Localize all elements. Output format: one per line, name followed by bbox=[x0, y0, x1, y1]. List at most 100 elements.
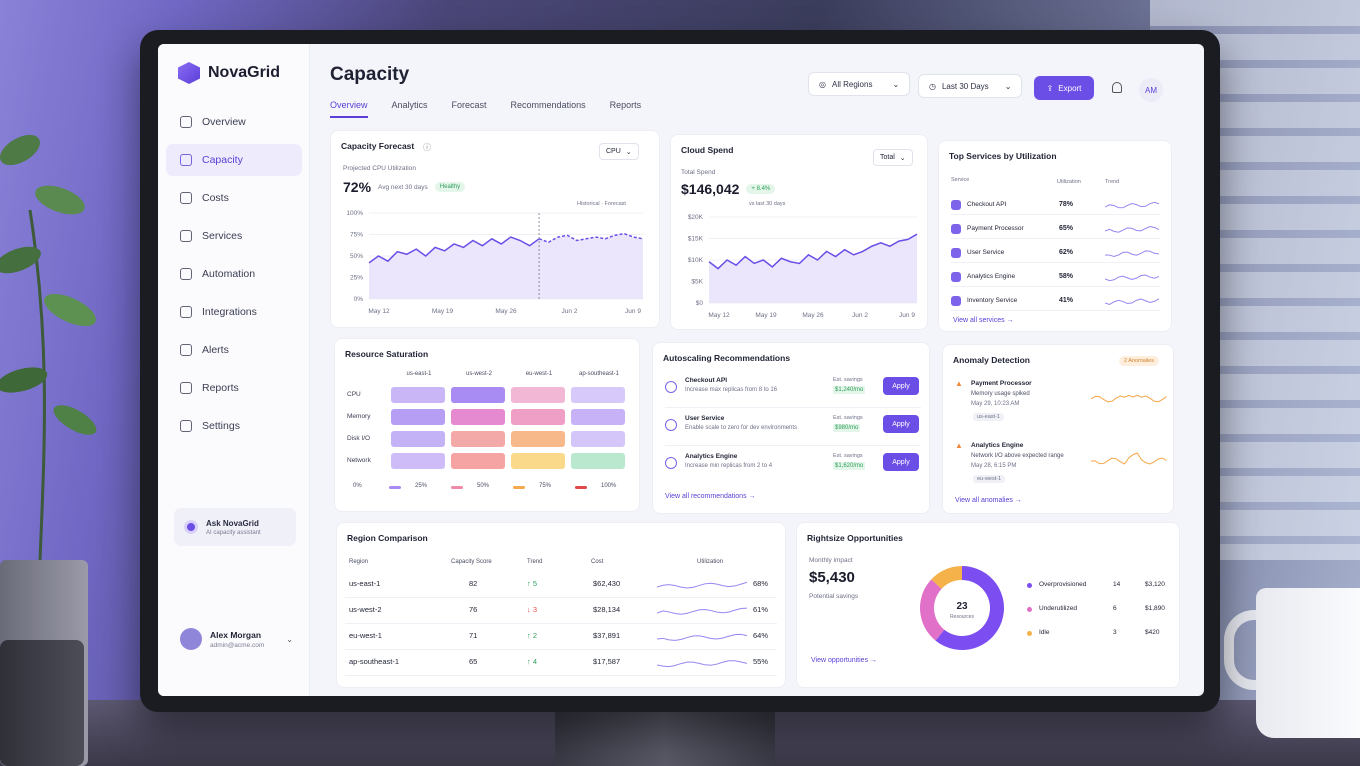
heatmap-cell[interactable] bbox=[391, 431, 445, 447]
warning-icon: ▲ bbox=[955, 441, 963, 450]
services-icon bbox=[180, 230, 192, 242]
metric-select[interactable]: CPU ⌄ bbox=[599, 143, 639, 160]
view-all-anomalies-link[interactable]: View all anomalies → bbox=[955, 497, 1022, 504]
divider bbox=[665, 445, 921, 446]
tab-recommendations[interactable]: Recommendations bbox=[510, 100, 586, 110]
notifications-icon[interactable] bbox=[1112, 82, 1122, 93]
apply-button[interactable]: Apply bbox=[883, 377, 919, 395]
sidebar-item-integrations[interactable]: Integrations bbox=[166, 296, 302, 328]
logo[interactable]: NovaGrid bbox=[178, 62, 280, 84]
sidebar-item-capacity[interactable]: Capacity bbox=[166, 144, 302, 176]
region-name: us-east-1 bbox=[349, 579, 381, 588]
user-menu[interactable]: Alex Morgan admin@acme.com ⌄ bbox=[180, 628, 293, 650]
app-screen: NovaGrid Overview Capacity Costs Services Au… bbox=[158, 44, 1204, 696]
apply-button[interactable]: Apply bbox=[883, 415, 919, 433]
sidebar-item-automation[interactable]: Automation bbox=[166, 258, 302, 290]
anomaly-desc: Memory usage spiked bbox=[971, 391, 1030, 397]
region-comparison-card: Region Comparison Region Capacity Score Tr… bbox=[336, 522, 786, 688]
heatmap-cell[interactable] bbox=[451, 453, 505, 469]
legend-label: 100% bbox=[601, 483, 617, 489]
heatmap-cell[interactable] bbox=[391, 387, 445, 403]
tab-forecast[interactable]: Forecast bbox=[451, 100, 487, 110]
heatmap-cell[interactable] bbox=[391, 409, 445, 425]
legend-label: 0% bbox=[353, 483, 362, 489]
heatmap-cell[interactable] bbox=[571, 409, 625, 425]
ask-novagrid-button[interactable]: Ask NovaGrid AI capacity assistant bbox=[174, 508, 296, 546]
tab-analytics[interactable]: Analytics bbox=[391, 100, 428, 110]
view-all-recommendations-link[interactable]: View all recommendations → bbox=[665, 493, 756, 500]
forecast-note: Avg next 30 days bbox=[378, 183, 428, 191]
region-select[interactable]: ◎ All Regions ⌄ bbox=[808, 72, 911, 96]
table-row[interactable]: User Service 62% bbox=[951, 243, 1161, 263]
sidebar-item-costs[interactable]: Costs bbox=[166, 182, 302, 214]
table-row[interactable]: eu-west-1 71 ↑ 2 $37,891 64% bbox=[345, 626, 777, 650]
sidebar-item-overview[interactable]: Overview bbox=[166, 106, 302, 138]
legend-label: 50% bbox=[477, 483, 490, 489]
header-avatar[interactable]: AM bbox=[1139, 78, 1163, 102]
heatmap-cell[interactable] bbox=[511, 409, 565, 425]
y-tick-label: $20K bbox=[688, 214, 704, 221]
table-row[interactable]: Inventory Service 41% bbox=[951, 291, 1161, 311]
heatmap-cell[interactable] bbox=[451, 409, 505, 425]
heatmap-cell[interactable] bbox=[391, 453, 445, 469]
column-header: Utilization bbox=[697, 559, 724, 565]
date-range-select[interactable]: ◷ Last 30 Days ⌄ bbox=[918, 74, 1023, 98]
sidebar-item-settings[interactable]: Settings bbox=[166, 410, 302, 442]
heatmap-cell[interactable] bbox=[571, 387, 625, 403]
y-tick-label: 100% bbox=[346, 210, 363, 217]
table-row[interactable]: Checkout API 78% bbox=[951, 195, 1161, 215]
heatmap-cell[interactable] bbox=[571, 453, 625, 469]
sidebar-item-reports[interactable]: Reports bbox=[166, 372, 302, 404]
area-fill bbox=[709, 234, 917, 303]
heatmap-cell[interactable] bbox=[511, 431, 565, 447]
view-opportunities-link[interactable]: View opportunities → bbox=[811, 657, 878, 664]
heatmap-cell[interactable] bbox=[511, 387, 565, 403]
service-utilization: 65% bbox=[1059, 225, 1074, 232]
heatmap-cell[interactable] bbox=[511, 453, 565, 469]
date-range-value: Last 30 Days bbox=[941, 81, 989, 91]
anomaly-service: Payment Processor bbox=[971, 380, 1032, 387]
column-header: Trend bbox=[527, 559, 543, 565]
spend-select[interactable]: Total ⌄ bbox=[873, 149, 913, 166]
sidebar-item-services[interactable]: Services bbox=[166, 220, 302, 252]
tab-overview[interactable]: Overview bbox=[330, 100, 368, 118]
y-tick-label: 75% bbox=[350, 232, 363, 239]
service-icon bbox=[951, 199, 961, 210]
table-row[interactable]: Analytics Engine 58% bbox=[951, 267, 1161, 287]
heatmap-cell[interactable] bbox=[451, 387, 505, 403]
sidebar-item-label: Services bbox=[202, 230, 243, 242]
rec-description: Enable scale to zero for dev environment… bbox=[685, 425, 798, 431]
apply-button[interactable]: Apply bbox=[883, 453, 919, 471]
y-tick-label: $0 bbox=[696, 300, 704, 307]
resource-saturation-card: Resource Saturation us-east-1 us-west-2 eu… bbox=[334, 338, 640, 512]
view-all-services-link[interactable]: View all services → bbox=[953, 317, 1014, 324]
sidebar-item-alerts[interactable]: Alerts bbox=[166, 334, 302, 366]
card-title: Capacity Forecast bbox=[341, 141, 415, 151]
rec-service-name: Analytics Engine bbox=[685, 453, 738, 460]
resource-label: CPU bbox=[347, 391, 361, 398]
y-tick-label: 50% bbox=[350, 253, 363, 260]
heatmap-cell[interactable] bbox=[571, 431, 625, 447]
rightsize-note: Potential savings bbox=[809, 593, 859, 600]
table-row[interactable]: us-west-2 76 ↓ 3 $28,134 61% bbox=[345, 600, 777, 624]
region-name: ap-southeast-1 bbox=[349, 657, 400, 666]
utilization-sparkline bbox=[657, 607, 747, 615]
anomaly-badge: 2 Anomalies bbox=[1119, 356, 1159, 366]
anomaly-region: us-east-1 bbox=[973, 413, 1004, 421]
table-row[interactable]: Payment Processor 65% bbox=[951, 219, 1161, 239]
region-header: ap-southeast-1 bbox=[578, 371, 620, 377]
service-utilization: 62% bbox=[1059, 249, 1074, 256]
col-service: Service bbox=[951, 177, 970, 183]
rec-description: Increase max replicas from 8 to 16 bbox=[685, 387, 778, 393]
heatmap-cell[interactable] bbox=[451, 431, 505, 447]
table-row[interactable]: us-east-1 82 ↑ 5 $62,430 68% bbox=[345, 574, 777, 598]
forecast-subtitle: Projected CPU Utilization bbox=[343, 165, 416, 172]
region-cost: $62,430 bbox=[593, 579, 621, 588]
table-row[interactable]: ap-southeast-1 65 ↑ 4 $17,587 55% bbox=[345, 652, 777, 676]
utilization-value: 61% bbox=[753, 605, 769, 614]
service-name: Inventory Service bbox=[967, 297, 1018, 304]
legend-dot bbox=[1027, 631, 1032, 636]
apply-label: Apply bbox=[892, 458, 910, 466]
export-button[interactable]: ⇪ Export bbox=[1034, 76, 1094, 100]
tab-reports[interactable]: Reports bbox=[609, 100, 642, 110]
